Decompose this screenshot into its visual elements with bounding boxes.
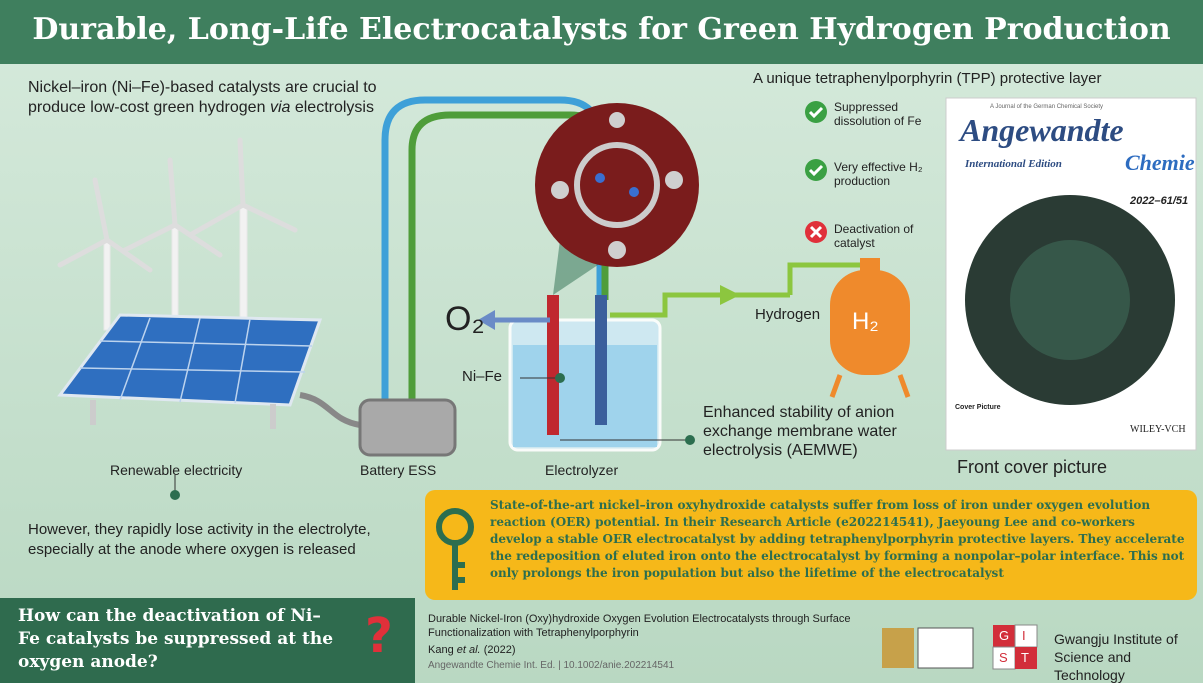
- logo-letter: G: [999, 628, 1009, 643]
- effect: Deactivation of catalyst: [834, 222, 934, 250]
- effect: Very effective H₂ production: [834, 160, 934, 188]
- wind-turbines: [60, 140, 295, 330]
- institute: Gwangju Institute of Science and Technol…: [1054, 630, 1202, 683]
- cover-text: 2022–61/51: [1130, 195, 1188, 207]
- intro-text: electrolysis: [295, 99, 374, 116]
- question: How can the deactivation of Ni–Fe cataly…: [18, 605, 338, 674]
- anode: [547, 295, 559, 435]
- cover-text: WILEY-VCH: [1130, 424, 1186, 435]
- ref-journal: Angewandte Chemie Int. Ed. | 10.1002/ani…: [428, 660, 674, 671]
- cathode: [595, 295, 607, 425]
- logo-letter: S: [999, 650, 1008, 665]
- label: Electrolyzer: [545, 462, 618, 478]
- heading: A unique tetraphenylporphyrin (TPP) prot…: [753, 70, 1102, 87]
- cover-text: Chemie: [1125, 150, 1195, 176]
- summary: State-of-the-art nickel–iron oxyhydroxid…: [490, 497, 1190, 582]
- battery: [360, 400, 455, 455]
- cover-text: Angewandte: [960, 112, 1124, 149]
- ref-author: Kang et al. (2022): [428, 644, 515, 656]
- question-mark: ?: [365, 608, 393, 664]
- cover-text: Cover Picture: [955, 404, 1001, 411]
- problem: However, they rapidly lose activity in t…: [28, 520, 388, 560]
- ref-title: Durable Nickel-Iron (Oxy)hydroxide Oxyge…: [428, 612, 868, 640]
- label: Enhanced stability of anion exchange mem…: [703, 403, 903, 460]
- label: H₂: [852, 308, 879, 336]
- intro: Nickel–iron (Ni–Fe)-based catalysts are …: [28, 78, 398, 118]
- ref-text: et al.: [457, 644, 481, 656]
- label: Renewable electricity: [110, 462, 242, 478]
- ref-text: (2022): [484, 644, 516, 656]
- effect: Suppressed dissolution of Fe: [834, 100, 934, 128]
- caption: Front cover picture: [957, 457, 1107, 478]
- intro-italic: via: [270, 99, 290, 116]
- cover-text: International Edition: [965, 158, 1062, 170]
- logo-letter: I: [1022, 628, 1026, 643]
- solar-panels: [60, 315, 320, 429]
- label: Battery ESS: [360, 462, 436, 478]
- ref-text: Kang: [428, 644, 454, 656]
- logo-letter: T: [1021, 650, 1029, 665]
- cover-text: A Journal of the German Chemical Society: [990, 104, 1103, 110]
- label: Ni–Fe: [462, 368, 502, 385]
- label: Hydrogen: [755, 306, 820, 323]
- label: O₂: [445, 300, 485, 339]
- infographic: Durable, Long-Life Electrocatalysts for …: [0, 0, 1203, 683]
- title: Durable, Long-Life Electrocatalysts for …: [0, 12, 1203, 47]
